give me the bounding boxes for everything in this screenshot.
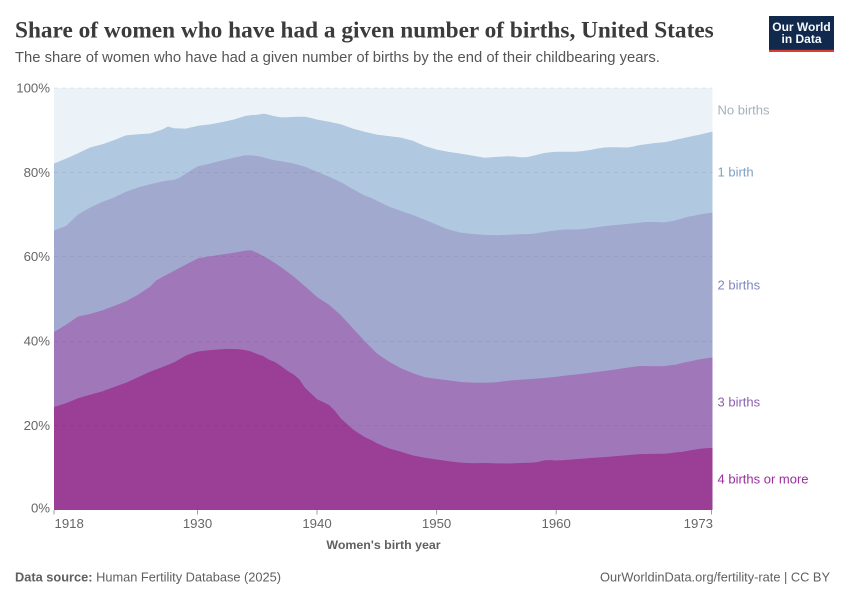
svg-text:1930: 1930 [183,516,212,531]
svg-text:40%: 40% [24,334,51,349]
svg-text:1940: 1940 [302,516,331,531]
svg-text:The share of women who have ha: The share of women who have had a given … [15,50,660,66]
svg-text:OurWorldinData.org/fertility-r: OurWorldinData.org/fertility-rate | CC B… [600,570,830,585]
svg-text:100%: 100% [16,81,50,96]
svg-text:Our World: Our World [772,20,830,34]
svg-text:20%: 20% [24,418,51,433]
svg-text:1918: 1918 [55,516,84,531]
svg-text:No births: No births [718,103,771,118]
svg-text:2 births: 2 births [718,278,761,293]
svg-text:1973: 1973 [684,516,713,531]
svg-text:Women's birth year: Women's birth year [326,538,440,552]
svg-text:1960: 1960 [542,516,571,531]
svg-text:0%: 0% [31,500,50,515]
svg-text:60%: 60% [24,249,51,264]
svg-text:3 births: 3 births [718,395,761,410]
svg-text:1950: 1950 [422,516,451,531]
svg-text:4 births or more: 4 births or more [718,472,809,487]
svg-text:1 birth: 1 birth [718,165,754,180]
svg-text:Data source: Human Fertility D: Data source: Human Fertility Database (2… [15,570,281,585]
svg-text:in Data: in Data [781,32,821,46]
svg-text:Share of women who have had a: Share of women who have had a given numb… [15,18,714,44]
svg-text:80%: 80% [24,165,51,180]
